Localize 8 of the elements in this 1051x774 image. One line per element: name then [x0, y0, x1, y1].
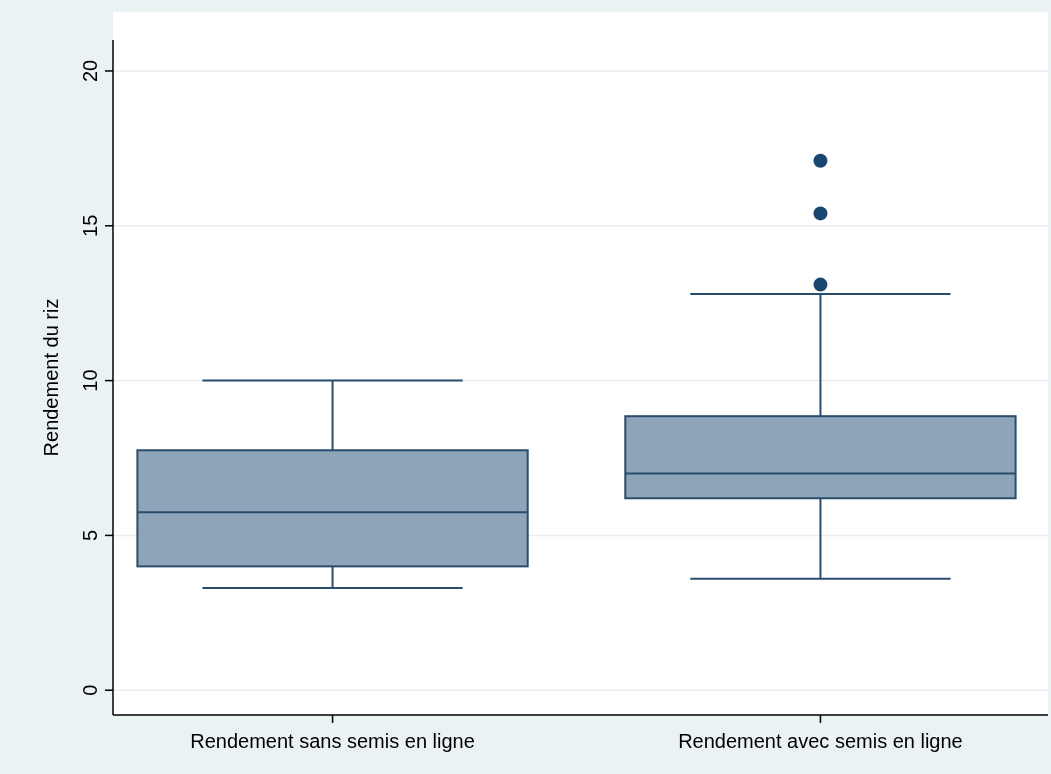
y-tick-label: 0 [79, 684, 101, 696]
y-axis-title: Rendement du riz [40, 298, 62, 457]
x-tick-label: Rendement avec semis en ligne [678, 730, 963, 752]
y-tick-label: 15 [79, 214, 101, 237]
y-tick-label: 5 [79, 529, 101, 541]
y-tick-label: 10 [79, 369, 101, 392]
y-tick-label: 20 [79, 59, 101, 83]
x-tick-label: Rendement sans semis en ligne [190, 730, 475, 752]
